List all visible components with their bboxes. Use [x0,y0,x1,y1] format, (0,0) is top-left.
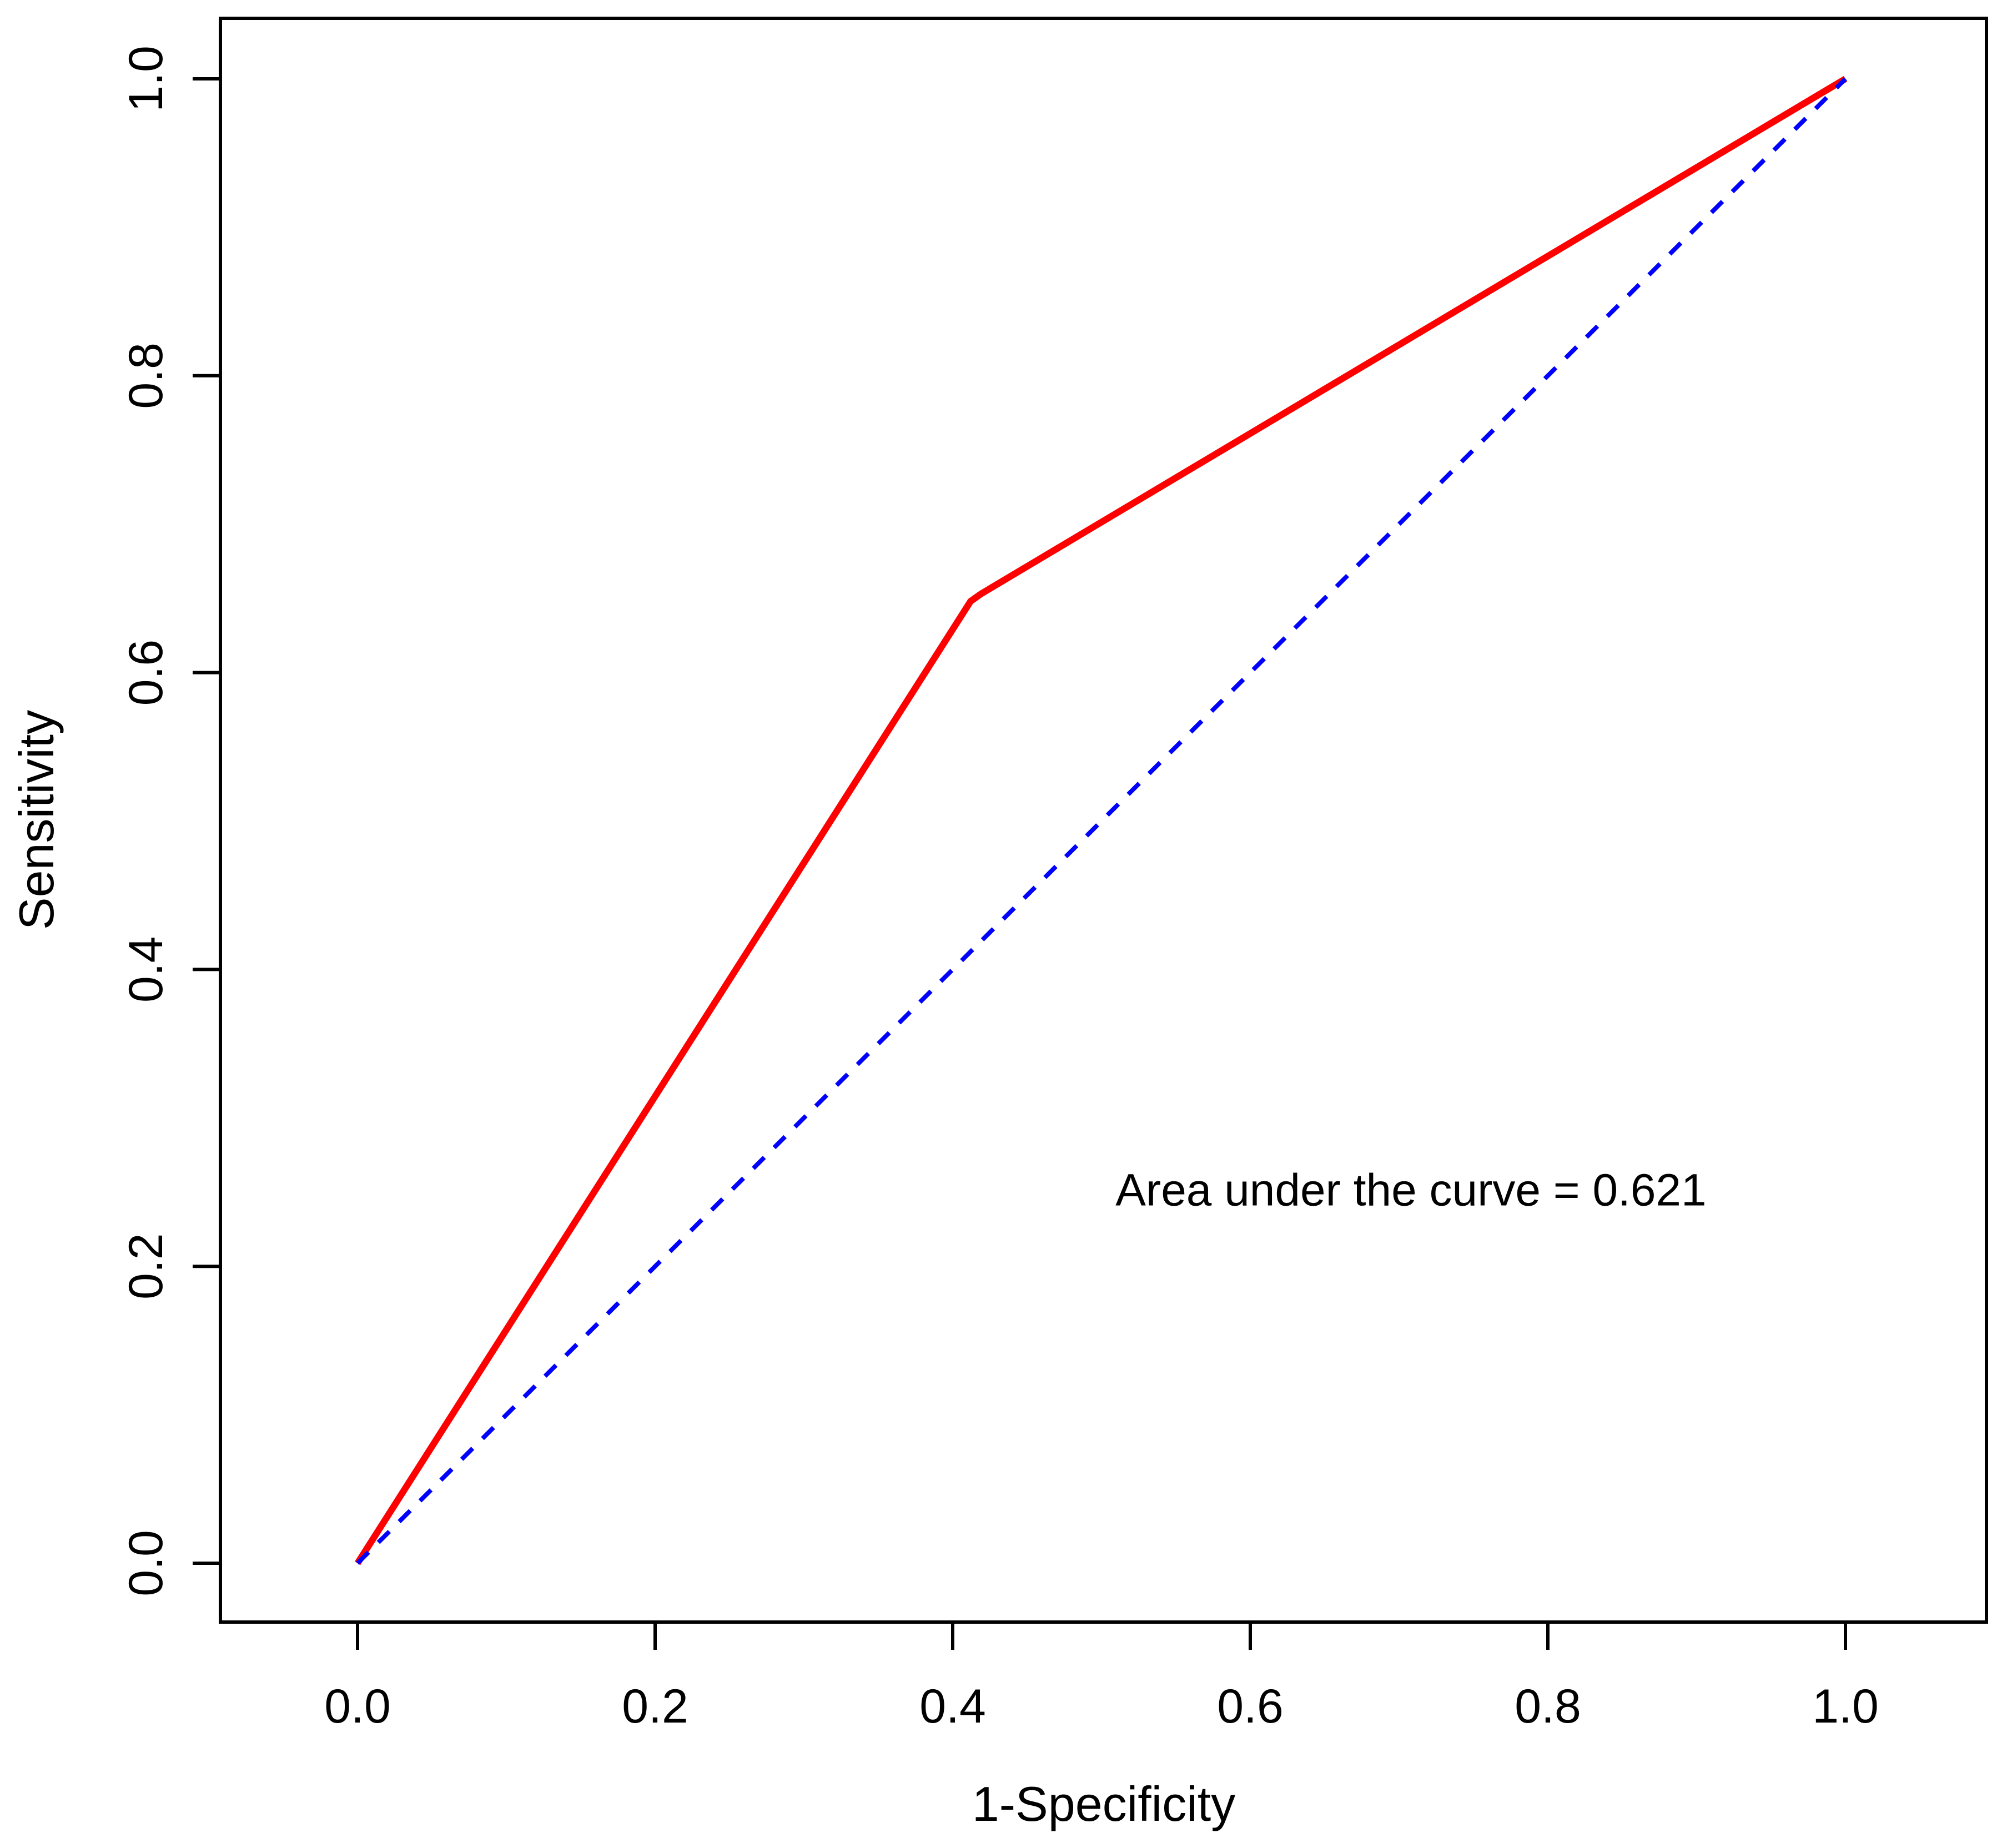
x-axis: 0.0 0.2 0.4 0.6 0.8 1.0 [324,1622,1879,1733]
x-tick-label: 0.0 [324,1680,391,1733]
y-axis: 0.0 0.2 0.4 0.6 0.8 1.0 [119,46,220,1597]
y-tick-label: 0.0 [119,1530,173,1597]
roc-curve-line [354,75,1848,1565]
plot-box [219,17,1988,1624]
x-tick-label: 0.8 [1515,1680,1581,1733]
y-tick-label: 0.8 [119,343,173,409]
y-tick-label: 0.6 [119,640,173,706]
auc-annotation: Area under the curve = 0.621 [1115,1165,1706,1216]
x-tick-label: 0.2 [622,1680,688,1733]
x-tick-label: 0.6 [1217,1680,1284,1733]
y-tick-label: 0.2 [119,1233,173,1300]
y-tick-label: 1.0 [119,46,173,112]
chance-diagonal-line [356,77,1847,1565]
x-tick-label: 1.0 [1812,1680,1879,1733]
series-group [354,75,1848,1565]
y-tick-label: 0.4 [119,936,173,1003]
x-tick-label: 0.4 [919,1680,986,1733]
x-axis-title: 1-Specificity [972,1776,1235,1831]
y-axis-title: Sensitivity [9,710,64,930]
